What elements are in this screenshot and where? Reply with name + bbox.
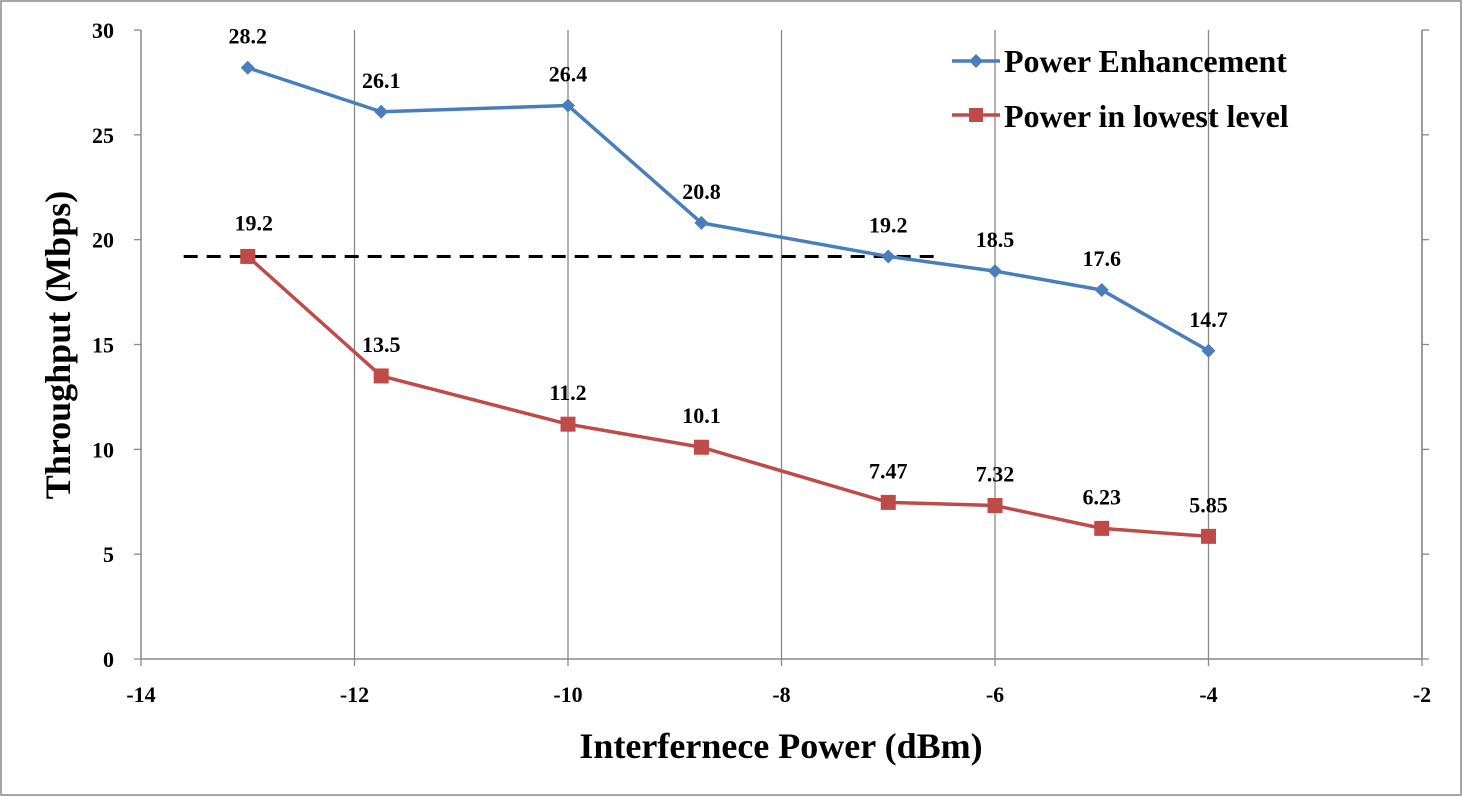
- data-label: 17.6: [1083, 246, 1122, 271]
- data-label: 28.2: [229, 24, 268, 49]
- data-label: 26.1: [362, 68, 401, 93]
- legend-item-power-lowest: Power in lowest level: [952, 98, 1289, 134]
- data-label: 14.7: [1189, 307, 1228, 332]
- data-label: 19.2: [869, 212, 908, 237]
- data-label: 11.2: [549, 380, 586, 405]
- data-point-diamond: [881, 249, 896, 264]
- x-axis-title: Interfernece Power (dBm): [579, 726, 982, 766]
- data-point-diamond: [1201, 343, 1216, 358]
- data-point-diamond: [561, 98, 575, 113]
- data-point-square: [693, 439, 709, 455]
- data-point-diamond: [374, 104, 389, 119]
- data-point-square: [1201, 528, 1216, 544]
- data-label: 18.5: [976, 227, 1015, 252]
- data-label: 26.4: [549, 61, 588, 86]
- data-label: 20.8: [682, 179, 721, 204]
- data-point-diamond: [240, 60, 255, 75]
- data-point-square: [987, 498, 1003, 514]
- data-label: 13.5: [362, 332, 401, 357]
- data-point-square: [1094, 520, 1110, 536]
- data-label: 5.85: [1189, 492, 1228, 517]
- data-point-diamond: [1094, 282, 1109, 297]
- data-label: 7.32: [976, 462, 1015, 487]
- data-point-diamond: [694, 215, 709, 230]
- x-tick-label: -6: [986, 682, 1004, 707]
- y-tick-label: 15: [92, 333, 114, 358]
- legend-label-power-enhancement: Power Enhancement: [1004, 43, 1287, 79]
- x-tick-label: -4: [1199, 682, 1217, 707]
- data-point-square: [880, 494, 896, 510]
- data-label: 7.47: [869, 458, 908, 483]
- series-group: [183, 60, 1216, 544]
- y-tick-label: 10: [92, 437, 114, 462]
- legend-marker-square-icon: [969, 108, 983, 122]
- y-tick-label: 5: [103, 542, 114, 567]
- data-point-square: [240, 248, 256, 264]
- y-tick-label: 0: [103, 647, 114, 672]
- legend-marker-diamond-icon: [969, 54, 983, 68]
- legend-item-power-enhancement: Power Enhancement: [952, 43, 1287, 79]
- series-line-1: [246, 255, 1209, 539]
- data-label: 6.23: [1083, 484, 1122, 509]
- data-point-square: [373, 368, 389, 384]
- data-point-square: [560, 416, 576, 432]
- x-tick-label: -8: [772, 682, 790, 707]
- y-tick-label: 25: [92, 123, 114, 148]
- data-label: 19.2: [235, 210, 274, 235]
- x-tick-label: -10: [553, 682, 582, 707]
- series-line-0: [247, 66, 1210, 353]
- data-point-diamond: [988, 264, 1002, 279]
- x-tick-label: -2: [1413, 682, 1431, 707]
- data-labels: 28.2 26.1 26.4 20.8 19.2 18.5 17.6 14.7 19.2 13.5…: [229, 24, 1228, 518]
- y-axis-title: Throughput (Mbps): [38, 191, 78, 499]
- legend: Power Enhancement Power in lowest level: [952, 43, 1289, 134]
- axes: -14 -12 -10 -8 -6 -4 -2 0 5 10 15 20 25 30: [92, 18, 1431, 707]
- x-tick-label: -14: [126, 682, 155, 707]
- legend-label-power-lowest: Power in lowest level: [1004, 98, 1289, 134]
- data-label: 10.1: [682, 403, 721, 428]
- x-tick-label: -12: [340, 682, 369, 707]
- y-tick-label: 20: [92, 228, 114, 253]
- y-tick-label: 30: [92, 18, 114, 43]
